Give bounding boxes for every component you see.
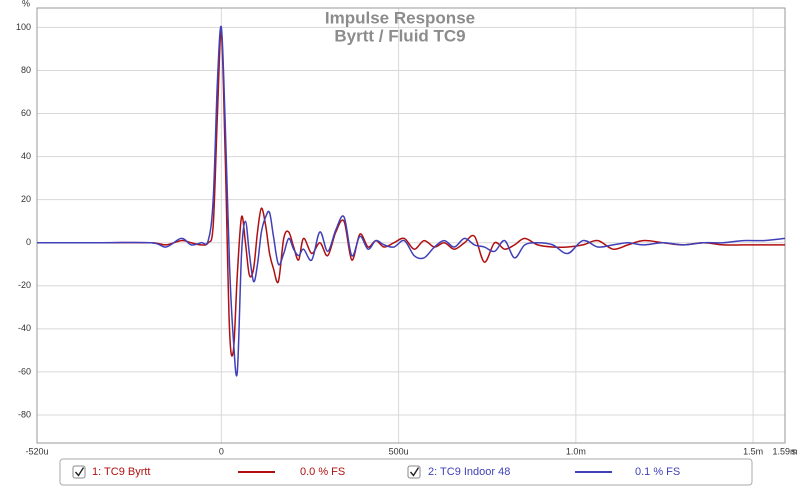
legend-box — [59, 458, 753, 486]
plot-frame — [36, 7, 786, 444]
legend-level: 0.1 % FS — [635, 466, 680, 478]
y-tick-label: 20 — [21, 194, 31, 204]
y-tick-label: -40 — [18, 323, 31, 333]
x-axis-label: s — [792, 446, 797, 456]
y-tick-label: 60 — [21, 108, 31, 118]
x-tick-label: 1.5m — [743, 446, 763, 456]
chart-title: Impulse Response — [325, 8, 475, 27]
y-tick-label: -60 — [18, 366, 31, 376]
series-line — [37, 30, 785, 357]
y-tick-label: 80 — [21, 65, 31, 75]
x-tick-label: 0 — [219, 446, 224, 456]
y-tick-label: 0 — [26, 237, 31, 247]
legend: 1: TC9 Byrtt 0.0 % FS 2: TC9 Indoor 48 0.1 … — [72, 465, 680, 479]
legend-label[interactable]: 2: TC9 Indoor 48 — [428, 466, 510, 478]
legend-label[interactable]: 1: TC9 Byrtt — [92, 466, 150, 478]
y-axis-label: % — [22, 0, 30, 8]
y-tick-label: -80 — [18, 409, 31, 419]
x-tick-label: 500u — [389, 446, 409, 456]
checkbox-check — [409, 467, 420, 477]
series-line — [37, 25, 786, 377]
x-tick-label: 1.0m — [566, 446, 586, 456]
y-tick-label: 100 — [16, 22, 31, 32]
x-tick-label: -520u — [25, 446, 48, 456]
chart-subtitle: Byrtt / Fluid TC9 — [334, 26, 465, 45]
y-tick-label: -20 — [18, 280, 31, 290]
checkbox-check — [74, 467, 85, 477]
y-tick-label: 40 — [21, 151, 31, 161]
x-tick-label: 1.59m — [772, 446, 797, 456]
legend-level: 0.0 % FS — [300, 466, 345, 478]
